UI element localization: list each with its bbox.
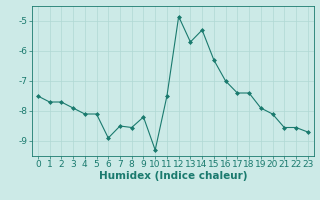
X-axis label: Humidex (Indice chaleur): Humidex (Indice chaleur) [99,171,247,181]
